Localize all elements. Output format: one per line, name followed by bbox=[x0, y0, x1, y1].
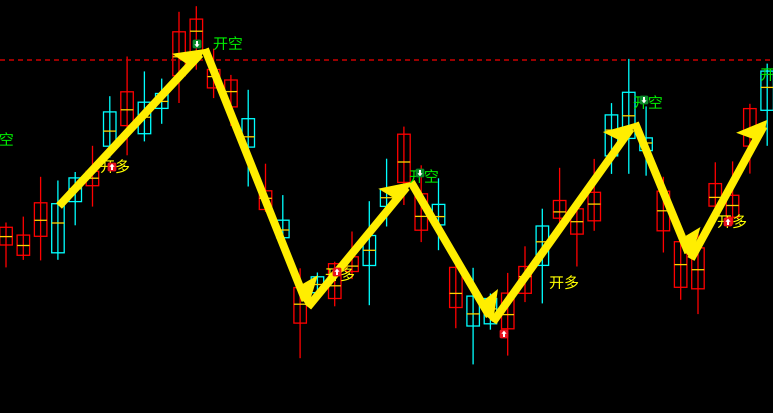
svg-text:开多: 开多 bbox=[549, 275, 579, 292]
svg-text:开空: 开空 bbox=[760, 67, 773, 84]
svg-text:开空: 开空 bbox=[0, 132, 14, 149]
svg-text:开空: 开空 bbox=[213, 36, 243, 53]
